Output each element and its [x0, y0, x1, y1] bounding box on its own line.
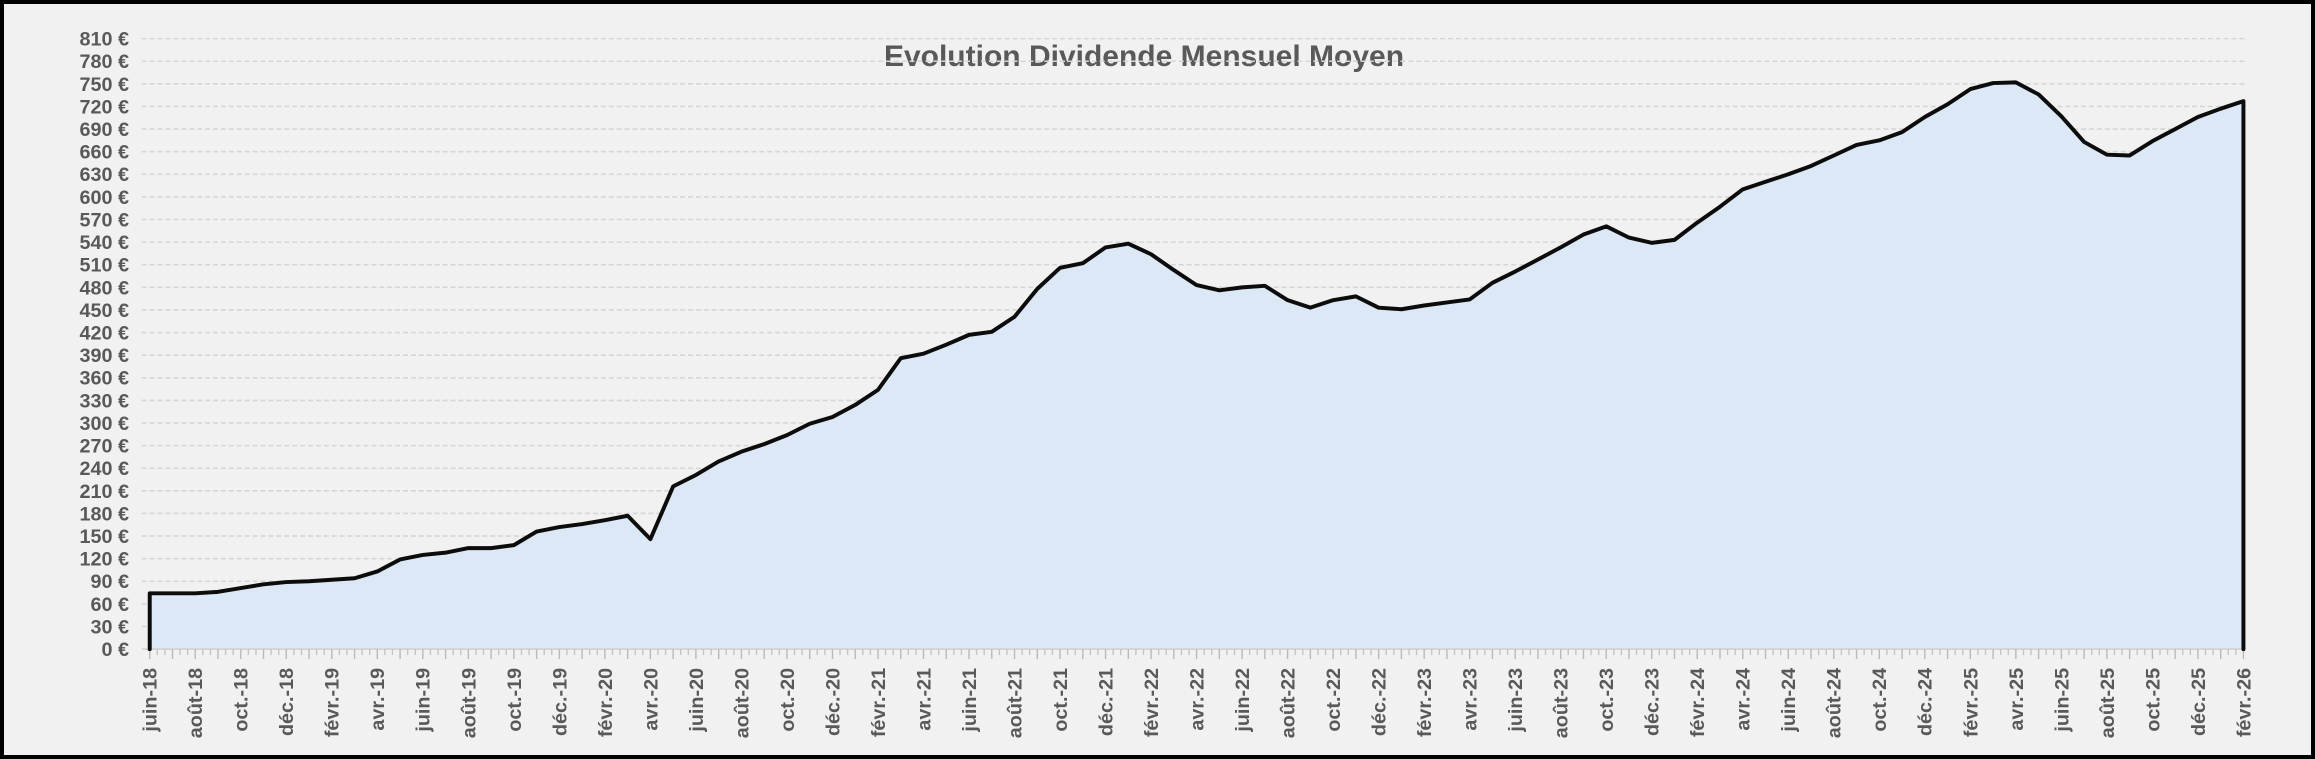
- x-axis-label: avr.-20: [640, 668, 662, 731]
- x-axis-label: déc.-19: [549, 668, 571, 736]
- x-axis-label: avr.-23: [1460, 668, 1482, 731]
- x-axis-label: juin-22: [1232, 668, 1254, 733]
- y-axis-label: 720 €: [79, 96, 128, 118]
- x-axis-label: oct.-24: [1869, 668, 1891, 732]
- y-axis-label: 270 €: [79, 436, 128, 458]
- x-axis-label: août-24: [1824, 668, 1846, 738]
- x-axis-label: juin-18: [140, 668, 162, 733]
- y-axis-label: 300 €: [79, 413, 128, 435]
- x-axis-label: avr.-25: [2006, 668, 2028, 731]
- y-axis-label: 120 €: [79, 549, 128, 571]
- x-axis-label: févr.-20: [595, 668, 617, 737]
- y-axis-label: 630 €: [79, 164, 128, 186]
- x-axis-label: févr.-22: [1141, 668, 1163, 737]
- x-axis-label: août-21: [1004, 668, 1026, 738]
- x-axis-label: févr.-21: [868, 668, 890, 737]
- x-axis-label: déc.-23: [1642, 668, 1664, 736]
- x-axis-label: déc.-18: [276, 668, 298, 736]
- x-axis-label: oct.-22: [1323, 668, 1345, 732]
- x-axis-labels: juin-18 août-18 oct.-18 déc.-18 févr.-19 avr.…: [140, 668, 2256, 738]
- y-axis-label: 690 €: [79, 119, 128, 141]
- x-axis-label: avr.-19: [367, 668, 389, 731]
- y-axis-label: 30 €: [90, 616, 128, 638]
- x-axis-label: août-22: [1278, 668, 1300, 738]
- y-axis-label: 810 €: [79, 29, 128, 51]
- x-axis-label: août-18: [185, 668, 207, 738]
- area-fill: [149, 82, 2244, 650]
- x-axis-label: déc.-20: [822, 668, 844, 736]
- y-axis-label: 510 €: [79, 255, 128, 277]
- x-axis-label: août-23: [1551, 668, 1573, 738]
- x-axis-label: avr.-22: [1187, 668, 1209, 731]
- y-axis-label: 390 €: [79, 345, 128, 367]
- x-axis-label: juin-20: [686, 668, 708, 733]
- x-axis-label: août-20: [731, 668, 753, 738]
- x-axis-label: déc.-22: [1369, 668, 1391, 736]
- x-axis-label: oct.-23: [1596, 668, 1618, 732]
- x-axis-label: juin-24: [1778, 668, 1800, 733]
- x-axis-label: juin-21: [959, 668, 981, 733]
- x-axis-label: avr.-24: [1733, 668, 1755, 731]
- y-axis-label: 660 €: [79, 142, 128, 164]
- y-axis-label: 90 €: [90, 571, 128, 593]
- x-axis-label: oct.-19: [504, 668, 526, 732]
- y-axis-label: 480 €: [79, 277, 128, 299]
- y-axis-label: 240 €: [79, 458, 128, 480]
- y-axis-label: 0 €: [101, 639, 128, 661]
- x-axis: [141, 648, 2246, 660]
- x-axis-label: févr.-24: [1687, 668, 1709, 737]
- x-axis-label: oct.-25: [2142, 668, 2164, 732]
- x-axis-label: févr.-26: [2233, 668, 2255, 737]
- y-axis-label: 780 €: [79, 51, 128, 73]
- x-axis-label: févr.-25: [1960, 668, 1982, 737]
- y-axis-label: 420 €: [79, 323, 128, 345]
- y-axis-label: 570 €: [79, 209, 128, 231]
- x-axis-label: oct.-18: [231, 668, 253, 732]
- y-axis-label: 330 €: [79, 390, 128, 412]
- x-axis-label: juin-19: [413, 668, 435, 733]
- x-axis-label: févr.-19: [322, 668, 344, 737]
- y-axis-label: 360 €: [79, 368, 128, 390]
- y-axis-label: 180 €: [79, 503, 128, 525]
- x-axis-label: août-25: [2097, 668, 2119, 738]
- series-line: [147, 80, 2246, 652]
- y-axis-label: 540 €: [79, 232, 128, 254]
- x-axis-label: juin-23: [1505, 668, 1527, 733]
- x-axis-label: déc.-21: [1095, 668, 1117, 736]
- x-axis-label: déc.-25: [2188, 668, 2210, 736]
- y-axis-label: 750 €: [79, 74, 128, 96]
- y-axis-label: 60 €: [90, 594, 128, 616]
- y-axis-labels: 0 €30 €60 €90 €120 €150 €180 €210 €240 €…: [79, 29, 128, 661]
- x-axis-label: août-19: [458, 668, 480, 738]
- y-axis-label: 150 €: [79, 526, 128, 548]
- y-axis-label: 450 €: [79, 300, 128, 322]
- dividend-area-chart: 0 €30 €60 €90 €120 €150 €180 €210 €240 €…: [79, 29, 2256, 739]
- x-axis-label: oct.-20: [777, 668, 799, 732]
- x-axis-label: oct.-21: [1050, 668, 1072, 732]
- y-axis-label: 600 €: [79, 187, 128, 209]
- x-axis-label: avr.-21: [913, 668, 935, 731]
- x-axis-label: juin-25: [2051, 668, 2073, 733]
- y-axis-label: 210 €: [79, 481, 128, 503]
- x-axis-label: févr.-23: [1414, 668, 1436, 737]
- x-axis-label: déc.-24: [1915, 668, 1937, 736]
